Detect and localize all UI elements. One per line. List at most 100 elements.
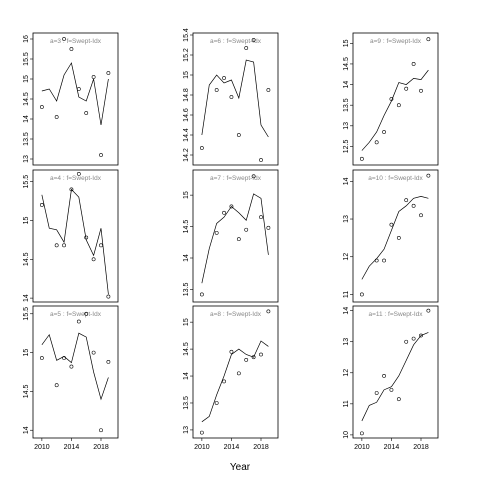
data-point (359, 431, 364, 436)
data-point (62, 37, 66, 41)
data-point (229, 95, 234, 99)
data-point (374, 391, 379, 395)
data-point (236, 371, 241, 376)
data-point (199, 430, 204, 435)
y-tick-label: 13.5 (343, 98, 350, 112)
data-point (91, 350, 96, 355)
data-point (99, 153, 103, 157)
y-tick-label: 12 (343, 369, 350, 377)
y-tick-label: 14.2 (183, 148, 190, 162)
data-point (244, 357, 249, 362)
y-tick-label: 13 (343, 338, 350, 346)
y-tick-label: 15 (183, 318, 190, 326)
data-point (214, 401, 219, 405)
x-tick-label: 2018 (93, 444, 109, 451)
y-tick-label: 14 (343, 81, 350, 89)
data-point (396, 235, 401, 240)
y-tick-label: 14.5 (183, 220, 190, 234)
panel-title: a=9 : f=Swept-Idx (370, 38, 422, 45)
data-point (411, 336, 416, 341)
panel-frame (32, 169, 119, 303)
x-tick-label: 2014 (384, 444, 400, 451)
x-tick-label: 2010 (354, 444, 370, 451)
y-tick-label: 11 (343, 400, 350, 407)
panel-title: a=4 : f=Swept-Idx (50, 175, 102, 182)
data-point (222, 379, 226, 384)
data-point (236, 133, 241, 137)
data-point (396, 397, 401, 402)
y-tick-label: 12.5 (343, 140, 350, 154)
data-point (84, 111, 89, 115)
data-point (251, 174, 256, 179)
y-tick-label: 15.4 (183, 28, 190, 42)
data-point (54, 115, 59, 119)
data-point (214, 230, 219, 235)
data-point (229, 349, 234, 354)
x-tick-label: 2010 (194, 444, 210, 451)
data-point (359, 156, 364, 161)
y-tick-label: 13 (183, 426, 190, 434)
x-tick-label: 2018 (253, 444, 269, 451)
data-point (396, 103, 401, 108)
data-point (229, 204, 234, 209)
y-tick-label: 14.5 (23, 384, 30, 398)
y-tick-label: 15.5 (23, 175, 30, 189)
panel-title: a=7 : f=Swept-Idx (210, 175, 262, 182)
data-point (106, 294, 111, 299)
data-point (404, 339, 409, 344)
y-tick-label: 14.5 (23, 252, 30, 266)
data-point (419, 333, 423, 338)
data-point (76, 319, 81, 324)
fit-line (361, 332, 429, 422)
data-point (411, 62, 416, 66)
data-point (54, 243, 59, 248)
data-point (382, 258, 386, 263)
fit-line (201, 340, 269, 423)
data-point (244, 46, 249, 50)
data-point (389, 387, 394, 392)
data-point (259, 352, 263, 357)
data-point (91, 75, 96, 79)
y-tick-label: 13 (343, 215, 350, 223)
panel-title: a=11 : f=Swept-Idx (368, 311, 423, 318)
data-point (214, 88, 219, 92)
panel-title: a=6 : f=Swept-Idx (210, 38, 262, 45)
data-point (389, 222, 394, 227)
y-tick-label: 15.2 (183, 48, 190, 62)
data-point (222, 210, 226, 215)
data-point (419, 88, 423, 93)
data-point (39, 105, 44, 109)
y-tick-label: 15.5 (23, 52, 30, 66)
data-point (426, 173, 431, 178)
data-point (76, 87, 81, 91)
data-point (411, 203, 416, 208)
x-tick-label: 2018 (413, 444, 429, 451)
y-tick-label: 15 (23, 349, 30, 357)
data-point (199, 292, 204, 297)
data-point (426, 308, 431, 313)
y-tick-label: 13.5 (183, 283, 190, 297)
data-point (259, 158, 263, 162)
fit-line (361, 196, 429, 280)
data-point (39, 203, 44, 207)
data-point (54, 383, 59, 388)
data-point (236, 237, 241, 242)
y-tick-label: 14 (183, 372, 190, 380)
y-tick-label: 14 (23, 115, 30, 123)
y-tick-label: 15.5 (23, 307, 30, 321)
data-point (426, 37, 431, 42)
y-tick-label: 14 (343, 177, 350, 185)
panel-frame (32, 305, 119, 439)
data-point (374, 140, 379, 145)
panel-frame (192, 169, 279, 303)
data-point (404, 198, 409, 203)
y-tick-label: 14.5 (183, 342, 190, 356)
y-tick-label: 10 (343, 431, 350, 439)
y-tick-label: 14 (23, 426, 30, 434)
y-tick-label: 14.5 (23, 92, 30, 106)
data-point (69, 364, 74, 369)
fit-line (201, 59, 269, 138)
y-tick-label: 13.5 (183, 396, 190, 410)
y-tick-label: 15 (183, 71, 190, 79)
y-tick-label: 14.6 (183, 108, 190, 122)
